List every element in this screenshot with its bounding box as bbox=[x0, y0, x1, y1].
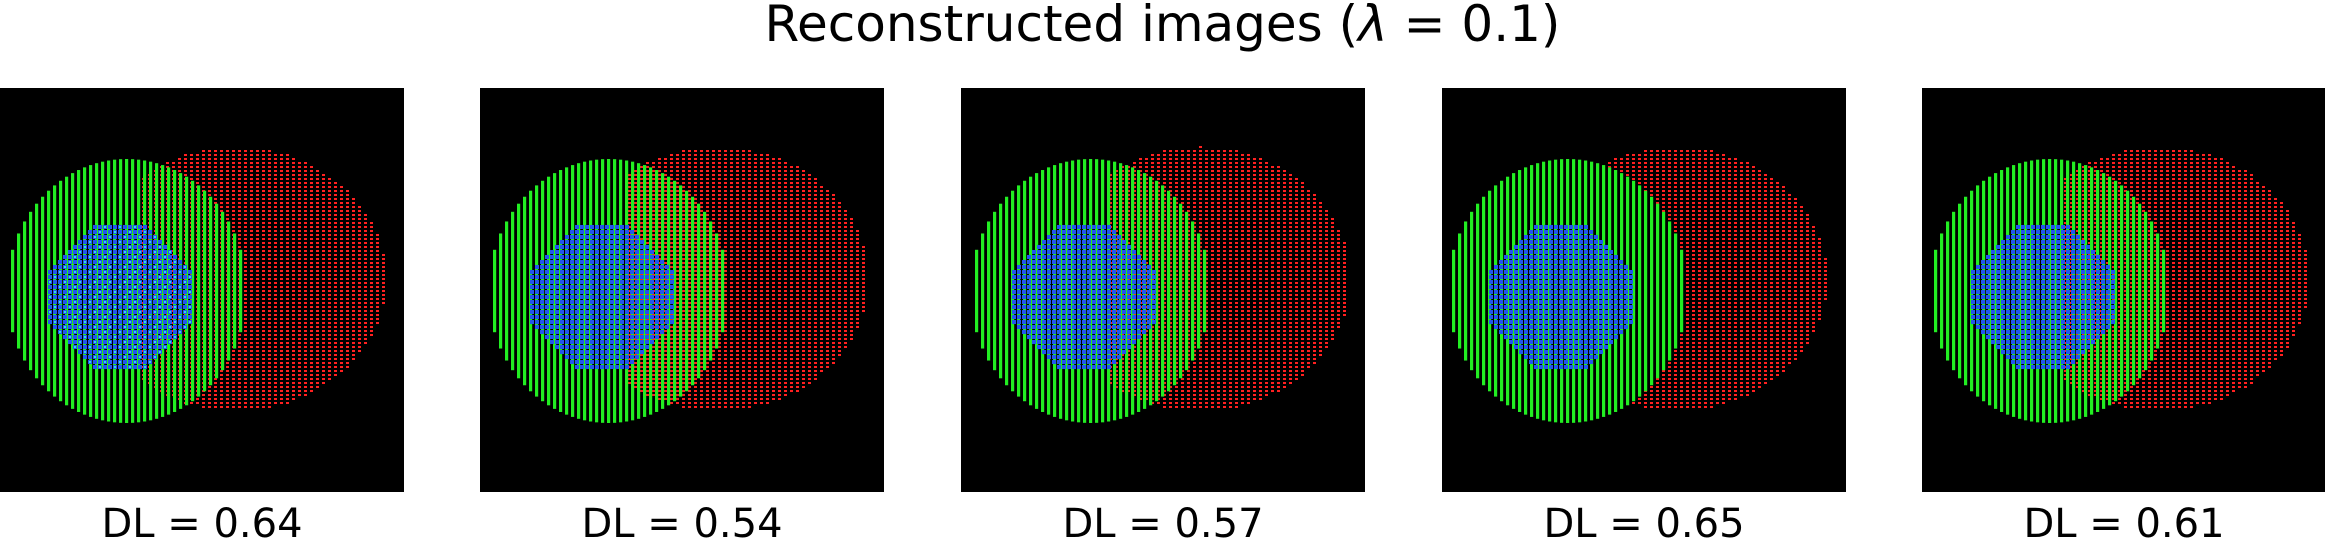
red-region bbox=[628, 150, 865, 408]
image-canvas-2 bbox=[480, 88, 884, 492]
image-canvas-1 bbox=[0, 88, 404, 492]
image-canvas-3 bbox=[961, 88, 1365, 492]
blue-region bbox=[1489, 225, 1633, 369]
figure-title: Reconstructed images (λ = 0.1) bbox=[0, 0, 2325, 52]
cyan-dots bbox=[49, 226, 191, 368]
red-region bbox=[1109, 146, 1346, 408]
dl-caption-5: DL = 0.61 bbox=[2023, 501, 2225, 547]
reconstructed-image-4 bbox=[1442, 88, 1846, 492]
title-lambda-symbol: λ bbox=[1358, 0, 1388, 53]
image-canvas-5 bbox=[1922, 88, 2325, 492]
dl-caption-2: DL = 0.54 bbox=[581, 501, 783, 547]
reconstructed-image-3 bbox=[961, 88, 1365, 492]
blue-region bbox=[530, 225, 674, 369]
title-prefix: Reconstructed images ( bbox=[764, 0, 1359, 53]
reconstructed-image-5 bbox=[1922, 88, 2325, 492]
reconstructed-image-1 bbox=[0, 88, 404, 492]
dl-caption-4: DL = 0.65 bbox=[1543, 501, 1745, 547]
reconstructed-image-2 bbox=[480, 88, 884, 492]
blue-region bbox=[1971, 225, 2115, 369]
image-canvas-4 bbox=[1442, 88, 1846, 492]
blue-region bbox=[1012, 225, 1156, 369]
dl-caption-3: DL = 0.57 bbox=[1062, 501, 1264, 547]
dl-caption-1: DL = 0.64 bbox=[101, 501, 303, 547]
title-suffix: = 0.1) bbox=[1387, 0, 1561, 53]
